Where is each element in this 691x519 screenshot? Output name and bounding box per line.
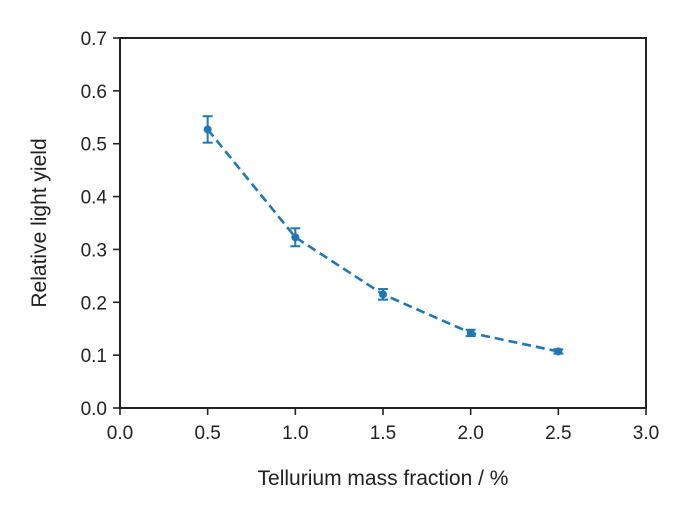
y-tick-label: 0.1: [81, 346, 107, 367]
x-axis-label: Tellurium mass fraction / %: [258, 467, 509, 490]
x-tick-label: 2.5: [545, 423, 571, 444]
data-point: [554, 347, 563, 356]
data-point: [379, 290, 387, 299]
y-tick-label: 0.5: [81, 135, 107, 156]
x-tick-label: 3.0: [633, 423, 659, 444]
plot-layer: [202, 115, 564, 356]
y-tick-label: 0.7: [81, 29, 107, 50]
x-tick-label: 1.5: [370, 423, 396, 444]
y-tick-label: 0.3: [81, 240, 107, 261]
data-point: [291, 233, 300, 242]
y-axis-label: Relative light yield: [28, 138, 51, 307]
data-point: [203, 125, 212, 134]
x-tick-label: 0.5: [194, 423, 220, 444]
x-tick-label: 0.0: [107, 423, 133, 444]
x-axis-ticks: 0.0 0.5 1.0 1.5 2.0 2.5 3.0: [107, 408, 659, 444]
y-tick-label: 0.6: [81, 82, 107, 103]
series-line: [206, 128, 559, 353]
x-tick-label: 1.0: [282, 423, 308, 444]
y-axis-ticks: 0.0 0.1 0.2 0.3 0.4 0.5 0.6 0.7: [81, 29, 120, 420]
data-point: [466, 328, 475, 337]
x-tick-label: 2.0: [457, 423, 483, 444]
y-tick-label: 0.2: [81, 293, 107, 314]
y-tick-label: 0.4: [81, 188, 108, 209]
plot-frame: [119, 37, 647, 409]
y-tick-label: 0.0: [81, 399, 107, 420]
